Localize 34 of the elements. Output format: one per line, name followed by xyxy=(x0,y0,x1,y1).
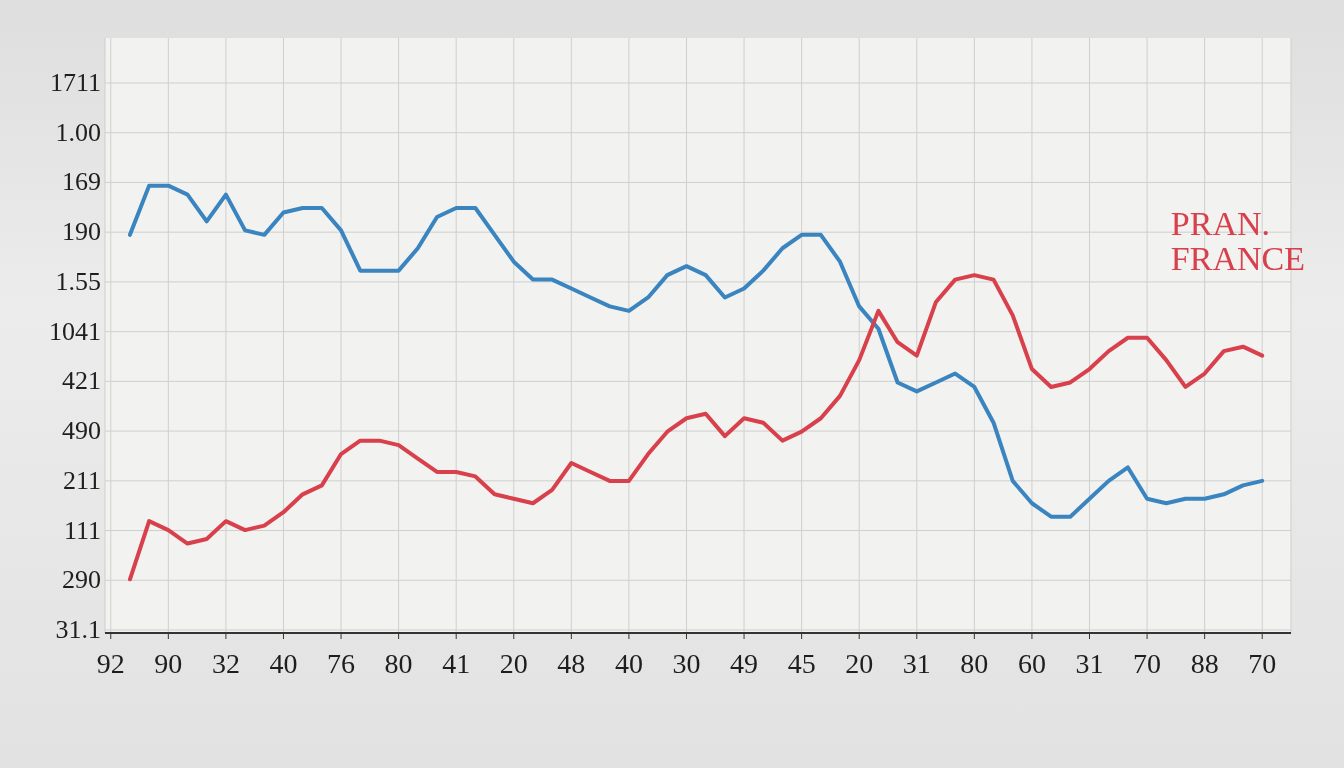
series-label: PRAN. FRANCE xyxy=(1170,204,1305,278)
text: 1.00 xyxy=(55,117,101,148)
text: 490 xyxy=(62,416,101,447)
text: 1041 xyxy=(49,316,101,347)
text: 211 xyxy=(62,465,101,496)
text: 290 xyxy=(62,565,101,596)
x-tick-label: 90 xyxy=(154,647,183,679)
x-tick-label: 60 xyxy=(1017,647,1046,679)
x-tick-label: 40 xyxy=(614,647,643,679)
x-tick-label: 20 xyxy=(845,647,874,679)
text: 169 xyxy=(62,167,101,198)
text: 111 xyxy=(63,515,101,546)
x-tick-label: 31 xyxy=(1075,647,1104,679)
x-tick-label: 40 xyxy=(269,647,298,679)
text: 190 xyxy=(62,217,101,248)
x-tick-label: 41 xyxy=(442,647,471,679)
x-tick-label: 76 xyxy=(327,647,356,679)
x-tick-label: 30 xyxy=(672,647,701,679)
x-tick-label: 88 xyxy=(1190,647,1219,679)
x-tick-label: 45 xyxy=(787,647,816,679)
x-tick-label: 20 xyxy=(499,647,528,679)
x-tick-label: 92 xyxy=(96,647,125,679)
x-tick-label: 80 xyxy=(960,647,989,679)
x-tick-label: 48 xyxy=(557,647,586,679)
x-tick-label: 49 xyxy=(730,647,759,679)
x-tick-label: 70 xyxy=(1133,647,1162,679)
text: 31.1 xyxy=(55,615,101,645)
x-tick-label: 32 xyxy=(211,647,240,679)
text: 421 xyxy=(62,366,101,397)
x-tick-label: 70 xyxy=(1248,647,1277,679)
text: 1711 xyxy=(49,68,101,98)
x-tick-label: 80 xyxy=(384,647,413,679)
text: 1.55 xyxy=(55,266,101,297)
x-tick-label: 31 xyxy=(902,647,931,679)
